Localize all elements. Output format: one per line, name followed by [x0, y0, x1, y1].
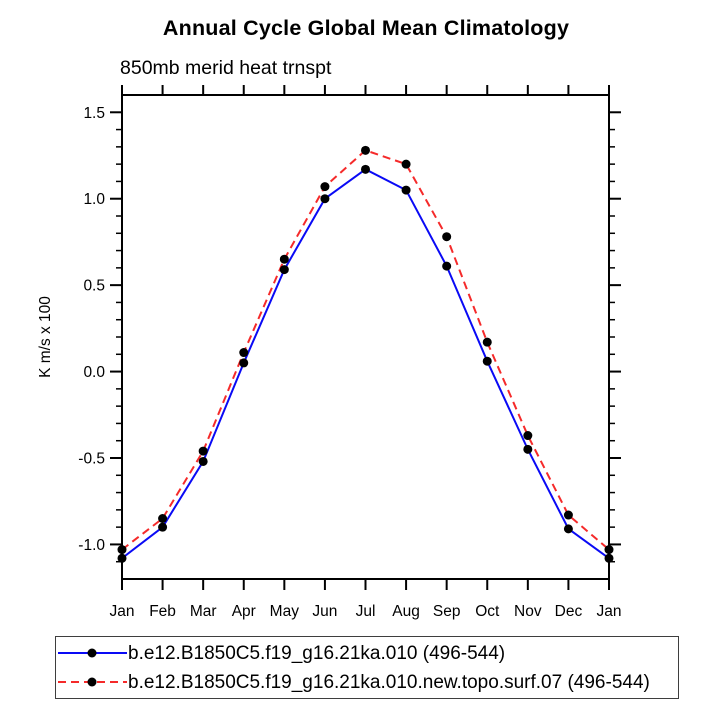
x-tick-label: Jan [597, 603, 622, 620]
legend-item-series-2: b.e12.B1850C5.f19_g16.21ka.010.new.topo.… [56, 670, 678, 694]
y-tick-label: -1.0 [78, 537, 105, 554]
x-tick-label: Sep [433, 603, 461, 620]
y-tick-label: 0.0 [83, 364, 105, 381]
x-tick-label: Feb [149, 603, 176, 620]
y-tick-label: 0.5 [83, 278, 105, 295]
x-tick-label: May [270, 603, 300, 620]
data-point-series-2 [401, 159, 411, 169]
chart-subtitle: 850mb merid heat trnspt [120, 57, 332, 79]
x-tick-label: Apr [232, 603, 256, 620]
x-tick-label: Oct [475, 603, 500, 620]
x-tick-label: Jul [356, 603, 376, 620]
y-tick-label: 1.5 [83, 105, 105, 122]
data-point-series-1 [563, 524, 573, 534]
data-point-series-2 [158, 514, 168, 523]
data-point-series-1 [401, 185, 411, 195]
data-point-series-2 [563, 510, 573, 520]
y-tick-label: 1.0 [83, 191, 105, 208]
data-point-series-1 [604, 553, 614, 563]
y-tick-label: -0.5 [78, 451, 105, 468]
data-point-series-2 [604, 545, 614, 555]
data-point-series-2 [523, 431, 533, 441]
data-point-series-1 [158, 522, 168, 532]
x-tick-label: Mar [190, 603, 217, 620]
data-point-series-2 [117, 545, 127, 555]
chart-title: Annual Cycle Global Mean Climatology [162, 16, 570, 40]
x-tick-label: Aug [392, 603, 420, 620]
data-point-series-1 [523, 444, 533, 454]
series-line-1 [121, 168, 610, 560]
legend-line-sample-solid [58, 648, 127, 658]
data-point-series-2 [361, 145, 370, 155]
data-point-series-1 [482, 356, 492, 366]
series-line-2 [121, 149, 610, 551]
plot-area: -1.0 -0.5 0.0 0.5 1.0 1.5 Jan Feb Mar Apr May Jun Ju… [78, 85, 622, 620]
data-point-series-1 [442, 261, 452, 271]
legend-marker-dot [87, 648, 97, 658]
data-point-series-1 [198, 456, 208, 466]
data-point-series-1 [361, 164, 370, 174]
legend-line-sample-dashed [58, 677, 127, 687]
x-tick-label: Jun [312, 603, 337, 620]
data-point-series-1 [239, 358, 249, 368]
legend-label-series-2: b.e12.B1850C5.f19_g16.21ka.010.new.topo.… [128, 671, 650, 693]
data-point-series-2 [198, 446, 208, 456]
data-point-series-1 [117, 553, 127, 563]
legend-item-series-1: b.e12.B1850C5.f19_g16.21ka.010 (496-544) [56, 641, 678, 665]
plot-border [121, 94, 610, 580]
data-point-series-2 [239, 348, 249, 358]
data-point-series-1 [320, 194, 330, 204]
x-tick-label: Nov [514, 603, 542, 620]
data-point-series-2 [482, 337, 492, 347]
x-tick-label: Jan [110, 603, 135, 620]
legend-marker-dot [87, 677, 97, 687]
legend-label-series-1: b.e12.B1850C5.f19_g16.21ka.010 (496-544) [128, 642, 506, 664]
x-tick-label: Dec [555, 603, 583, 620]
data-point-series-2 [442, 232, 452, 242]
legend-box: b.e12.B1850C5.f19_g16.21ka.010 (496-544)… [55, 636, 679, 699]
data-point-series-2 [320, 182, 330, 192]
data-point-series-2 [279, 254, 289, 264]
data-point-series-1 [279, 265, 289, 275]
